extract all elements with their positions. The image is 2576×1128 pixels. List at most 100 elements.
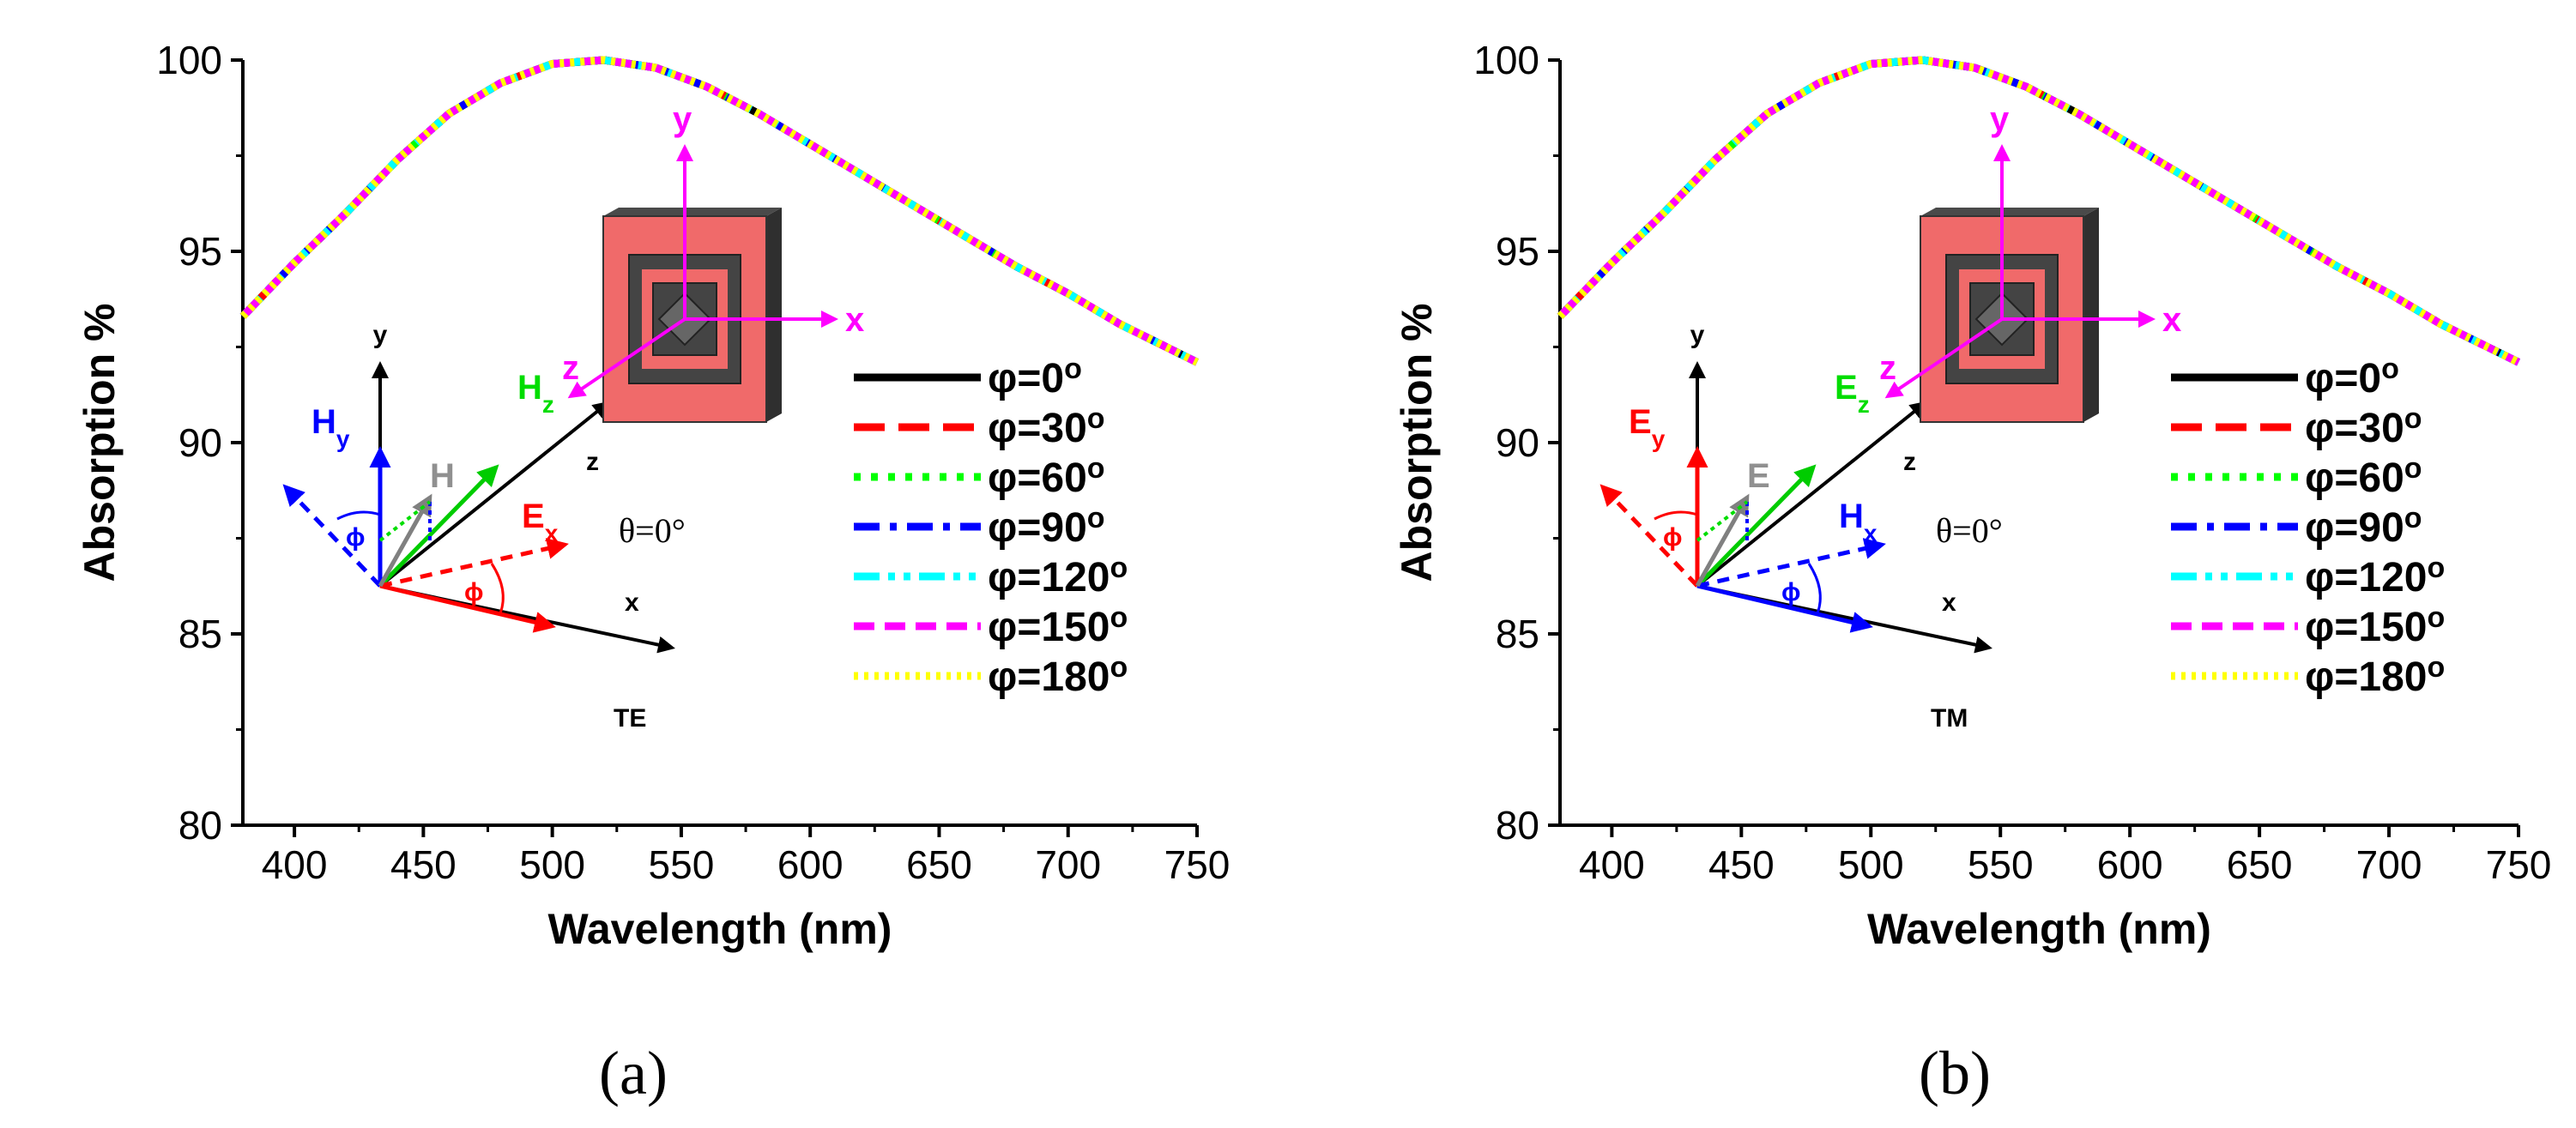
unit-cell-side — [2083, 208, 2099, 422]
legend-label: φ=120o — [2305, 552, 2445, 600]
panel-label: (a) — [599, 1039, 668, 1107]
y-tick-label: 100 — [156, 38, 222, 82]
inset-vertical-field-label: Ey — [1629, 403, 1666, 452]
inset-z-label: z — [1903, 448, 1916, 476]
inset-propagation-label: Ez — [1835, 369, 1870, 418]
x-tick-label: 450 — [390, 842, 457, 887]
legend-label: φ=30o — [988, 402, 1105, 451]
x-tick-label: 700 — [2356, 842, 2422, 887]
x-tick-label: 550 — [1968, 842, 2034, 887]
inset-horizontal-angle-arc — [490, 563, 505, 614]
mode-label: TE — [614, 704, 646, 733]
inset-x-label: x — [1942, 588, 1956, 617]
unit-cell-z-axis-arrow — [1884, 317, 2004, 399]
unit-cell-x-label: x — [2162, 301, 2181, 339]
unit-cell-z-axis-arrow — [567, 317, 686, 399]
chart-panel-a: 80 85 90 95 100 400 450 500 550 600 650 700 750 Wavel… — [76, 38, 1230, 953]
inset-vertical-angle-label: ϕ — [346, 523, 366, 552]
chart-panel-b: 80 85 90 95 100 400 450 500 550 600 650 700 750 Wavel… — [1393, 38, 2551, 953]
legend-label: φ=90o — [988, 502, 1105, 551]
inset-guide-diagonal — [1696, 500, 1749, 542]
inset-horizontal-angle-arc — [1807, 563, 1822, 614]
inset-horizontal-field-label: Ex — [522, 498, 559, 546]
x-tick-label: 750 — [1164, 842, 1231, 887]
x-tick-label: 550 — [649, 842, 715, 887]
x-tick-label: 650 — [2227, 842, 2293, 887]
inset-z-axis-arrow — [378, 401, 611, 588]
inset-horizontal-field-arrow — [379, 583, 556, 633]
x-tick-label: 500 — [519, 842, 585, 887]
y-tick-label: 90 — [178, 420, 222, 465]
inset-horizontal-field-arrow — [1696, 583, 1873, 633]
panel-label: (b) — [1919, 1039, 1991, 1107]
x-tick-label: 400 — [1579, 842, 1645, 887]
y-axis-label: Absorption % — [1393, 304, 1441, 582]
inset-vertical-angle-arc — [1654, 510, 1698, 521]
mode-label: TM — [1931, 704, 1968, 733]
inset-vertical-angle-arc — [336, 510, 381, 521]
x-tick-label: 450 — [1708, 842, 1775, 887]
legend-label: φ=120o — [988, 552, 1128, 600]
unit-cell-x-label: x — [845, 301, 864, 339]
unit-cell-z-label: z — [1879, 349, 1896, 387]
legend-label: φ=150o — [988, 601, 1128, 650]
x-tick-label: 400 — [262, 842, 328, 887]
inset-total-field-arrow — [378, 493, 432, 588]
unit-cell-top — [603, 208, 782, 216]
inset-horizontal-field-rotated-arrow — [379, 538, 569, 588]
y-tick-label: 100 — [1473, 38, 1539, 82]
unit-cell-y-label: y — [1990, 100, 2010, 138]
inset-total-field-label: H — [430, 457, 455, 495]
legend-label: φ=150o — [2305, 601, 2445, 650]
x-tick-label: 600 — [777, 842, 844, 887]
inset-vertical-field-rotated-arrow — [1599, 484, 1699, 588]
inset-guide-diagonal — [378, 500, 432, 542]
x-tick-label: 750 — [2486, 842, 2552, 887]
legend-label: φ=0o — [2305, 353, 2399, 401]
legend-label: φ=180o — [2305, 651, 2445, 700]
inset-vertical-field-rotated-arrow — [282, 484, 382, 588]
inset-y-label: y — [373, 321, 388, 349]
legend-label: φ=60o — [2305, 452, 2422, 501]
inset-total-field-arrow — [1695, 493, 1750, 588]
x-tick-label: 500 — [1838, 842, 1904, 887]
legend-label: φ=60o — [988, 452, 1105, 501]
inset-y-label: y — [1690, 321, 1705, 349]
legend-label: φ=30o — [2305, 402, 2422, 451]
x-tick-label: 600 — [2097, 842, 2163, 887]
y-tick-label: 90 — [1496, 420, 1539, 465]
legend-label: φ=90o — [2305, 502, 2422, 551]
theta-label: θ=0° — [1936, 511, 2003, 550]
x-axis-label: Wavelength (nm) — [1867, 905, 2211, 953]
unit-cell-side — [766, 208, 782, 422]
inset-horizontal-field-label: Hx — [1839, 498, 1878, 546]
inset-propagation-label: Hz — [517, 369, 554, 418]
x-tick-label: 700 — [1035, 842, 1101, 887]
inset-vertical-field-label: Hy — [311, 403, 350, 452]
y-tick-label: 85 — [178, 612, 222, 656]
inset-horizontal-field-rotated-arrow — [1696, 538, 1886, 588]
legend-label: φ=180o — [988, 651, 1128, 700]
inset-horizontal-angle-label: ϕ — [1781, 578, 1801, 606]
inset-z-axis-arrow — [1696, 401, 1928, 588]
inset-horizontal-angle-label: ϕ — [464, 578, 484, 606]
y-tick-label: 80 — [178, 803, 222, 848]
x-axis-label: Wavelength (nm) — [548, 905, 892, 953]
unit-cell-z-label: z — [562, 349, 579, 387]
inset-z-label: z — [586, 448, 599, 476]
inset-total-field-label: E — [1747, 457, 1770, 495]
theta-label: θ=0° — [619, 511, 686, 550]
series-line — [1557, 56, 2520, 366]
inset-propagation-arrow — [1696, 464, 1817, 588]
y-tick-label: 95 — [1496, 229, 1539, 274]
y-tick-label: 85 — [1496, 612, 1539, 656]
inset-propagation-arrow — [378, 464, 499, 588]
inset-vertical-angle-label: ϕ — [1663, 523, 1683, 552]
y-axis-label: Absorption % — [76, 304, 124, 582]
legend-label: φ=0o — [988, 353, 1082, 401]
y-tick-label: 95 — [178, 229, 222, 274]
series-line — [239, 56, 1199, 366]
y-tick-label: 80 — [1496, 803, 1539, 848]
unit-cell-y-label: y — [673, 100, 692, 138]
